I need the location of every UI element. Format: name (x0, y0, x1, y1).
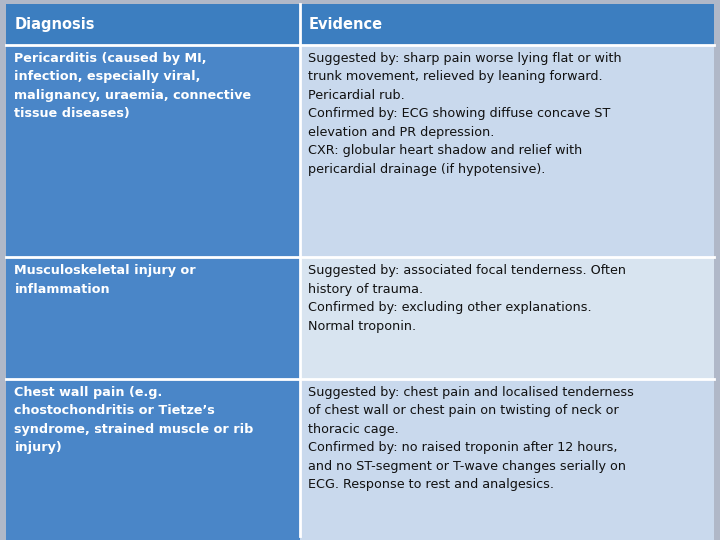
Text: Chest wall pain (e.g.
chostochondritis or Tietze’s
syndrome, strained muscle or : Chest wall pain (e.g. chostochondritis o… (14, 386, 253, 454)
Bar (300, 45, 714, 258)
Bar (6, 536, 714, 540)
Text: Musculoskeletal injury or
inflammation: Musculoskeletal injury or inflammation (14, 265, 196, 296)
Bar (6, 45, 300, 258)
Text: Suggested by: chest pain and localised tenderness
of chest wall or chest pain on: Suggested by: chest pain and localised t… (308, 386, 634, 491)
Bar (300, 379, 714, 540)
Text: Pericarditis (caused by MI,
infection, especially viral,
malignancy, uraemia, co: Pericarditis (caused by MI, infection, e… (14, 52, 251, 120)
Text: Suggested by: sharp pain worse lying flat or with
trunk movement, relieved by le: Suggested by: sharp pain worse lying fla… (308, 52, 622, 176)
Bar (6, 4, 714, 45)
Bar (6, 379, 300, 540)
Text: Suggested by: associated focal tenderness. Often
history of trauma.
Confirmed by: Suggested by: associated focal tendernes… (308, 265, 626, 333)
Text: Evidence: Evidence (308, 17, 382, 32)
Bar (300, 258, 714, 379)
Text: Diagnosis: Diagnosis (14, 17, 95, 32)
Bar (6, 258, 300, 379)
